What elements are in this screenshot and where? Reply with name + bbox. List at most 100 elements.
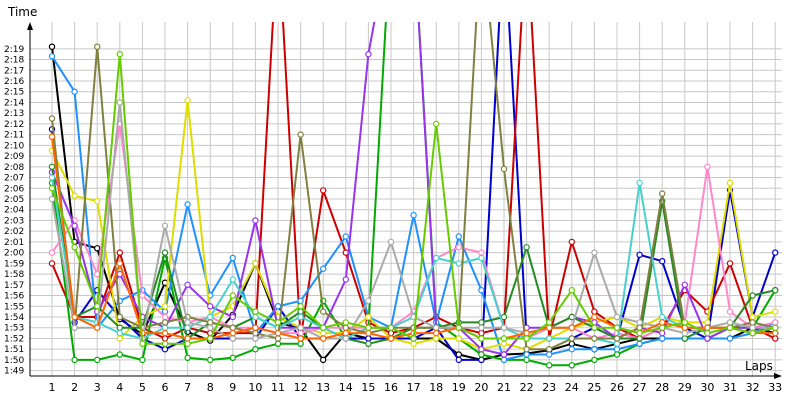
data-point	[252, 346, 259, 353]
data-point	[48, 260, 56, 267]
data-point	[478, 335, 485, 342]
data-point	[726, 308, 734, 315]
data-point	[48, 163, 56, 170]
data-point	[613, 324, 621, 331]
data-point	[659, 313, 666, 321]
data-point	[749, 319, 756, 326]
data-point	[523, 244, 530, 251]
data-point	[568, 238, 576, 246]
data-point	[365, 329, 372, 337]
x-tick-label: 4	[116, 381, 123, 394]
data-point	[71, 356, 78, 364]
x-tick-label: 3	[94, 381, 101, 394]
data-point	[772, 287, 779, 294]
data-point	[659, 258, 666, 265]
data-point	[772, 324, 779, 331]
data-point	[48, 195, 56, 203]
data-point	[252, 324, 259, 331]
data-point	[726, 260, 734, 267]
data-point	[252, 260, 259, 267]
data-point	[704, 329, 711, 337]
data-point	[48, 133, 56, 140]
data-point	[161, 308, 169, 315]
x-tick-label: 32	[746, 381, 760, 394]
series-group	[48, 22, 779, 369]
data-point	[636, 251, 643, 258]
data-point	[184, 281, 191, 288]
data-point	[387, 238, 395, 246]
data-point	[206, 335, 214, 342]
y-tick-label: 2:07	[4, 174, 24, 184]
data-point	[478, 346, 485, 353]
series-path	[51, 22, 776, 356]
data-point	[591, 346, 598, 353]
data-point	[726, 335, 734, 342]
data-point	[772, 329, 779, 337]
x-tick-label: 9	[229, 381, 236, 394]
x-tick-label: 2	[71, 381, 78, 394]
data-point	[139, 340, 146, 347]
data-point	[613, 313, 621, 321]
x-tick-label: 20	[474, 381, 488, 394]
x-tick-label: 26	[610, 381, 624, 394]
data-point	[93, 324, 101, 331]
y-tick-label: 1:52	[4, 334, 24, 344]
data-point	[206, 324, 214, 331]
data-point	[749, 324, 756, 331]
data-point	[229, 254, 236, 262]
data-point	[365, 335, 372, 342]
data-point	[93, 245, 101, 252]
data-point	[591, 249, 598, 256]
data-point	[229, 329, 236, 337]
data-point	[500, 340, 508, 347]
data-point	[568, 340, 576, 347]
data-point	[636, 329, 643, 337]
x-axis-arrow	[774, 373, 782, 379]
data-point	[297, 340, 304, 347]
data-point	[161, 335, 169, 342]
data-point	[297, 335, 304, 342]
data-point	[342, 329, 349, 337]
data-point	[387, 335, 395, 342]
data-point	[455, 324, 462, 331]
data-point	[274, 335, 282, 342]
data-point	[433, 120, 440, 128]
data-point	[320, 265, 327, 272]
data-point	[591, 335, 598, 342]
x-tick-label: 5	[139, 381, 146, 394]
data-point	[704, 324, 711, 331]
data-point	[48, 53, 56, 60]
y-tick-label: 1:50	[4, 356, 24, 366]
data-point	[93, 303, 101, 310]
data-point	[455, 233, 462, 240]
data-point	[93, 43, 101, 50]
data-point	[320, 356, 327, 364]
data-point	[320, 324, 327, 331]
y-tick-label: 2:11	[4, 131, 24, 141]
data-point	[320, 187, 327, 194]
data-point	[116, 270, 124, 278]
x-tick-label: 31	[723, 381, 737, 394]
data-point	[546, 335, 553, 342]
data-point	[116, 335, 124, 342]
data-point	[365, 340, 372, 347]
data-point	[161, 324, 169, 331]
data-point	[568, 362, 576, 369]
data-point	[297, 313, 304, 321]
y-axis-title: Time	[7, 5, 37, 19]
x-axis-title: Laps	[745, 359, 773, 373]
data-point	[206, 356, 214, 364]
y-tick-label: 1:55	[4, 302, 24, 312]
data-point	[116, 313, 124, 321]
data-point	[478, 249, 485, 256]
x-tick-label: 8	[207, 381, 214, 394]
x-tick-label: 21	[497, 381, 511, 394]
data-point	[704, 319, 711, 326]
x-tick-label: 23	[542, 381, 556, 394]
y-tick-label: 2:19	[4, 45, 24, 55]
x-tick-label: 1	[49, 381, 56, 394]
y-tick-label: 2:09	[4, 152, 24, 162]
data-point	[71, 313, 78, 321]
data-point	[365, 51, 372, 58]
data-point	[500, 165, 508, 173]
